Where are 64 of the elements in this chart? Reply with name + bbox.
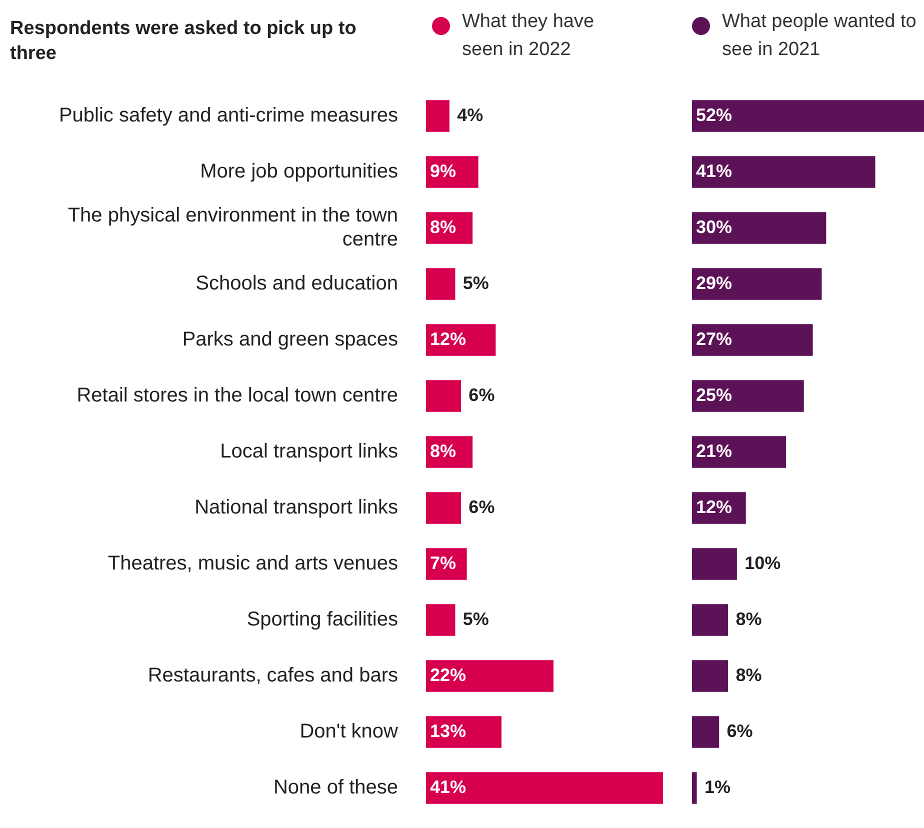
- y-tick-label: Sporting facilities: [246, 608, 398, 631]
- data-label: 13%: [430, 720, 466, 741]
- data-label: 8%: [736, 664, 762, 685]
- y-tick-label: The physical environment in the town centre: [68, 204, 398, 251]
- bar: [692, 772, 697, 804]
- y-tick-label: More job opportunities: [200, 160, 398, 183]
- bar: [426, 492, 462, 524]
- data-label: 8%: [736, 608, 762, 629]
- text: Respondents were asked to pick up to three: [10, 17, 358, 66]
- bar: [692, 380, 804, 412]
- data-label: 6%: [726, 720, 753, 741]
- bar: [692, 716, 720, 748]
- bar: [692, 324, 813, 356]
- y-tick-label: Retail stores in the local town centre: [76, 384, 398, 407]
- data-label: 21%: [696, 440, 732, 461]
- data-label: 30%: [696, 216, 732, 237]
- data-label: 10%: [744, 552, 781, 573]
- bar: [426, 772, 663, 804]
- data-label: 7%: [430, 552, 456, 573]
- y-tick-label: Theatres, music and arts venues: [108, 552, 398, 575]
- data-label: 4%: [457, 104, 484, 125]
- data-label: 41%: [696, 160, 732, 181]
- bar: [692, 100, 924, 132]
- data-label: 9%: [430, 160, 456, 181]
- bar: [426, 660, 554, 692]
- y-tick-label: Parks and green spaces: [182, 328, 398, 351]
- bar: [426, 324, 496, 356]
- bar: [426, 380, 462, 412]
- bar: [692, 156, 876, 188]
- data-label: 1%: [704, 776, 730, 797]
- y-tick-label: Don't know: [300, 720, 399, 743]
- y-tick-label: None of these: [273, 776, 398, 799]
- data-label: 5%: [462, 272, 489, 293]
- y-tick-label: National transport links: [194, 496, 398, 519]
- y-tick-label: Restaurants, cafes and bars: [148, 664, 398, 687]
- data-label: 6%: [468, 496, 495, 517]
- bar: [426, 716, 502, 748]
- data-label: 41%: [430, 776, 466, 797]
- bar: [692, 212, 826, 244]
- data-label: 12%: [696, 496, 732, 517]
- bar: [426, 100, 450, 132]
- y-tick-label: Schools and education: [196, 272, 398, 295]
- legend-label: What they have seen in 2022: [462, 10, 596, 62]
- bar: [426, 268, 456, 300]
- bar: [692, 268, 822, 300]
- data-label: 29%: [696, 272, 732, 293]
- bar: [426, 604, 456, 636]
- bar: [426, 156, 478, 188]
- data-label: 8%: [430, 216, 456, 237]
- y-tick-label: Public safety and anti-crime measures: [58, 104, 398, 127]
- data-label: 27%: [696, 328, 732, 349]
- y-tick-label: Local transport links: [220, 440, 398, 463]
- legend-label: What people wanted to see in 2021: [722, 10, 918, 62]
- bar: [692, 436, 786, 468]
- data-label: 8%: [430, 440, 456, 461]
- data-label: 12%: [430, 328, 466, 349]
- data-label: 6%: [468, 384, 495, 405]
- data-label: 5%: [462, 608, 489, 629]
- data-label: 52%: [696, 104, 732, 125]
- bar: [692, 604, 728, 636]
- bar: [692, 548, 737, 580]
- data-label: 22%: [430, 664, 466, 685]
- bar: [692, 660, 728, 692]
- data-label: 25%: [696, 384, 732, 405]
